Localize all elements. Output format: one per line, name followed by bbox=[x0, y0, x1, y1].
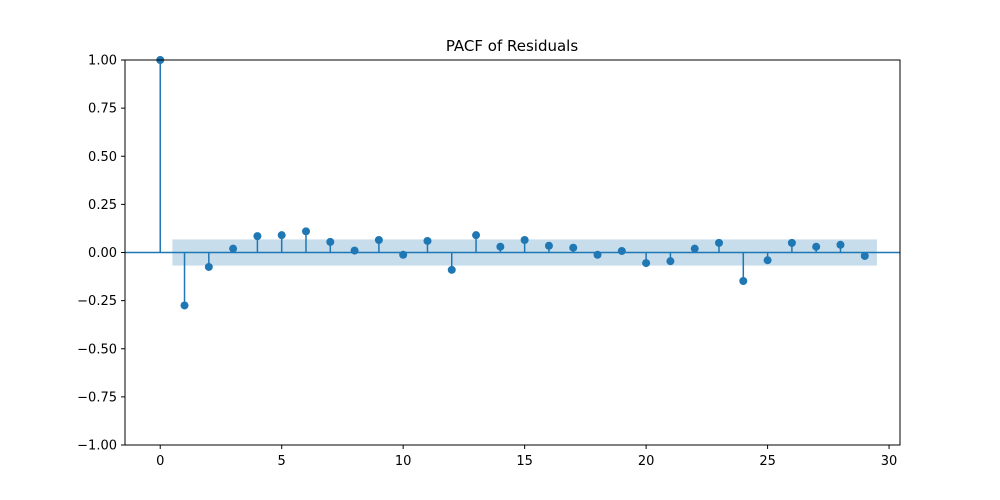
x-tick-label: 0 bbox=[156, 454, 164, 469]
marker-lag-27 bbox=[812, 242, 821, 251]
marker-lag-10 bbox=[399, 250, 408, 259]
marker-lag-2 bbox=[204, 262, 213, 271]
x-tick-label: 20 bbox=[638, 454, 655, 469]
marker-lag-11 bbox=[423, 236, 432, 245]
marker-lag-5 bbox=[277, 231, 286, 240]
marker-lag-19 bbox=[617, 246, 626, 255]
marker-lag-8 bbox=[350, 246, 359, 255]
marker-lag-21 bbox=[666, 257, 675, 266]
marker-lag-14 bbox=[496, 242, 505, 251]
marker-lag-22 bbox=[690, 244, 699, 253]
markers-layer bbox=[156, 56, 869, 310]
x-tick-label: 25 bbox=[759, 454, 776, 469]
x-tick-label: 30 bbox=[881, 454, 898, 469]
marker-lag-1 bbox=[180, 301, 189, 310]
marker-lag-15 bbox=[520, 235, 529, 244]
stems-layer bbox=[159, 60, 866, 306]
marker-lag-18 bbox=[593, 250, 602, 259]
marker-lag-12 bbox=[447, 265, 456, 274]
marker-lag-13 bbox=[472, 231, 481, 240]
y-tick-label: 1.00 bbox=[88, 54, 117, 69]
y-tick-label: −1.00 bbox=[77, 439, 117, 454]
marker-lag-23 bbox=[715, 238, 724, 247]
marker-lag-17 bbox=[569, 243, 578, 252]
x-tick-label: 15 bbox=[516, 454, 533, 469]
axes-layer: 0 5 10 15 20 25 30 1.00 0.75 0.50 0.25 0.00 −0.25 −0.… bbox=[77, 54, 901, 469]
marker-lag-6 bbox=[301, 227, 310, 236]
y-tick-label: 0.50 bbox=[88, 150, 117, 165]
y-tick-label: 0.25 bbox=[88, 198, 117, 213]
marker-lag-26 bbox=[787, 238, 796, 247]
y-tick-label: −0.75 bbox=[77, 390, 117, 405]
marker-lag-4 bbox=[253, 232, 262, 241]
marker-lag-28 bbox=[836, 240, 845, 249]
x-tick-label: 10 bbox=[395, 454, 412, 469]
marker-lag-20 bbox=[642, 259, 651, 268]
y-tick-label: −0.25 bbox=[77, 294, 117, 309]
marker-lag-24 bbox=[739, 276, 748, 285]
y-tick-label: 0.75 bbox=[88, 102, 117, 117]
marker-lag-25 bbox=[763, 256, 772, 265]
chart-title: PACF of Residuals bbox=[446, 37, 579, 55]
marker-lag-16 bbox=[544, 241, 553, 250]
y-tick-label: −0.50 bbox=[77, 342, 117, 357]
marker-lag-9 bbox=[374, 235, 383, 244]
y-tick-label: 0.00 bbox=[88, 246, 117, 261]
marker-lag-3 bbox=[229, 244, 238, 253]
marker-lag-7 bbox=[326, 237, 335, 246]
x-tick-label: 5 bbox=[278, 454, 286, 469]
marker-lag-29 bbox=[860, 251, 869, 260]
